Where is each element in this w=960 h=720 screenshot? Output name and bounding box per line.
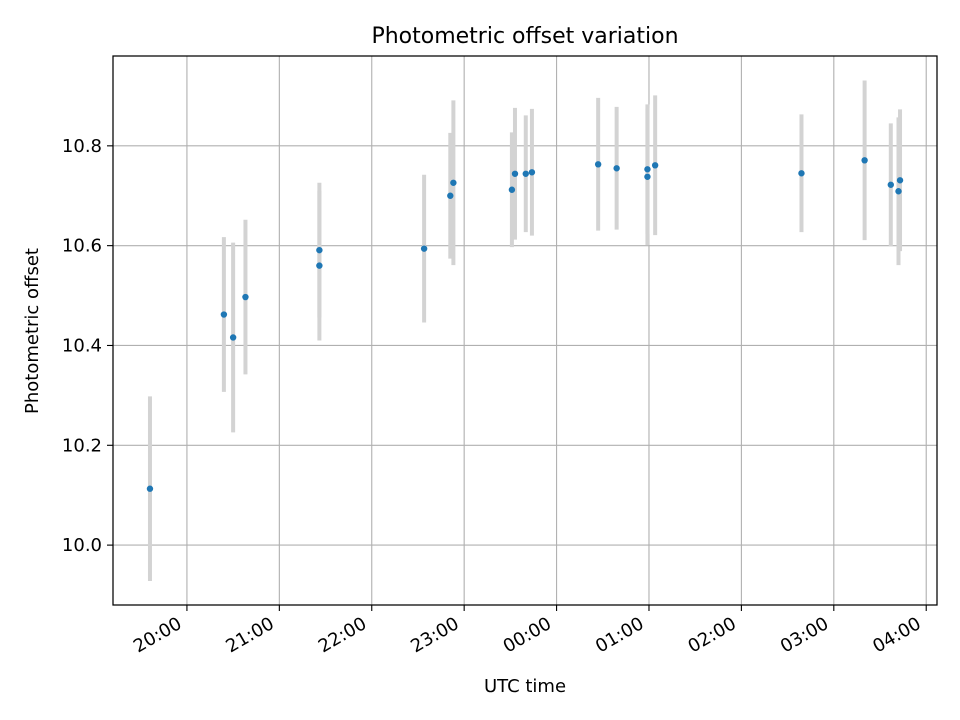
data-point (594, 161, 602, 168)
data-point (511, 170, 519, 177)
y-tick-label: 10.6 (62, 236, 102, 257)
data-point (146, 485, 154, 492)
data-point (450, 179, 457, 186)
data-point (220, 311, 228, 318)
y-tick-label: 10.2 (62, 435, 102, 456)
y-tick-label: 10.0 (62, 535, 102, 556)
data-point (508, 186, 516, 193)
data-point (522, 170, 529, 177)
data-point (316, 262, 323, 269)
data-point (896, 177, 904, 184)
data-point (229, 334, 237, 341)
x-axis-label: UTC time (484, 676, 566, 697)
data-point (644, 166, 651, 173)
y-tick-label: 10.8 (62, 136, 102, 157)
data-point (420, 245, 428, 252)
data-point (528, 169, 536, 176)
data-point (644, 173, 651, 180)
data-point (316, 246, 323, 254)
y-axis-label: Photometric offset (22, 248, 43, 414)
y-tick-label: 10.4 (62, 335, 102, 356)
point-layer (146, 157, 904, 492)
data-point (861, 157, 868, 164)
plot-frame (112, 55, 938, 606)
data-point (887, 181, 894, 188)
data-point (447, 192, 454, 199)
data-point (651, 162, 659, 169)
chart-title: Photometric offset variation (371, 24, 678, 49)
data-point (242, 293, 249, 301)
data-point (895, 188, 902, 195)
data-point (798, 170, 805, 177)
data-point (613, 165, 620, 172)
